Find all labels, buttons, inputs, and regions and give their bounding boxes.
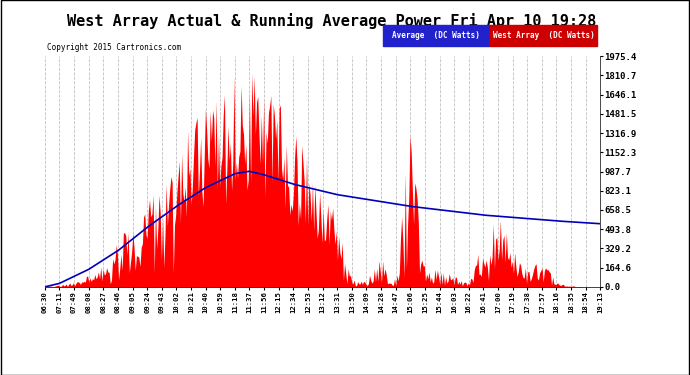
Text: West Array  (DC Watts): West Array (DC Watts): [493, 31, 594, 40]
Text: Average  (DC Watts): Average (DC Watts): [393, 31, 480, 40]
Text: West Array Actual & Running Average Power Fri Apr 10 19:28: West Array Actual & Running Average Powe…: [66, 13, 596, 29]
Text: Copyright 2015 Cartronics.com: Copyright 2015 Cartronics.com: [47, 43, 181, 52]
